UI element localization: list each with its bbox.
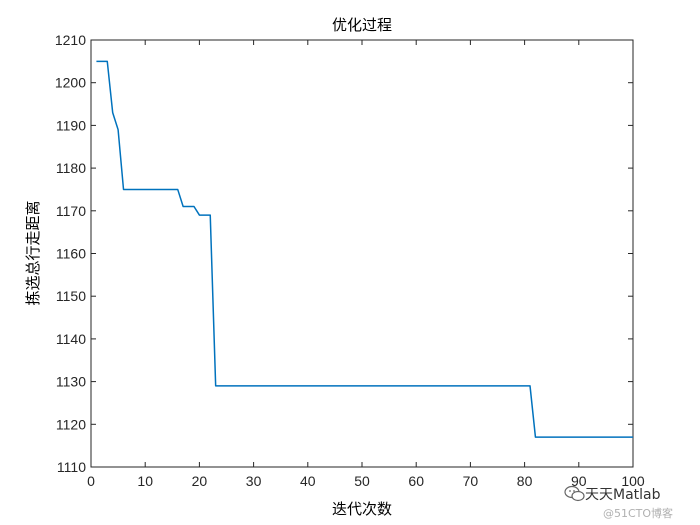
x-tick-label: 30 [246, 473, 262, 489]
y-tick-label: 1140 [56, 331, 86, 347]
chart-title: 优化过程 [332, 16, 392, 34]
y-tick-label: 1170 [56, 203, 86, 219]
series-line [96, 60, 633, 438]
x-tick-label: 0 [87, 473, 95, 489]
y-tick-label: 1210 [55, 32, 86, 48]
x-tick-label: 100 [621, 473, 645, 489]
watermark: 天天Matlab @51CTO博客 [564, 485, 673, 520]
y-tick-label: 1110 [57, 459, 86, 475]
x-tick-label: 50 [354, 473, 370, 489]
y-tick-label: 1180 [56, 160, 86, 176]
x-tick-label: 90 [571, 473, 587, 489]
y-tick-label: 1200 [55, 75, 86, 91]
y-axis-label: 拣选总行走距离 [24, 200, 42, 305]
y-tick-label: 1160 [56, 246, 86, 262]
x-tick-label: 80 [517, 473, 533, 489]
y-tick-label: 1130 [56, 374, 86, 390]
watermark-subtext: @51CTO博客 [603, 506, 673, 520]
y-tick-label: 1190 [56, 117, 86, 133]
axes-box [90, 39, 634, 468]
x-tick-label: 60 [408, 473, 424, 489]
x-tick-label: 10 [137, 473, 153, 489]
x-tick-label: 70 [463, 473, 479, 489]
y-axis-ticks: 1110 1120 1130 1140 1150 1160 1170 1180 1190 1200… [55, 32, 633, 475]
watermark-text: 天天Matlab [585, 487, 661, 503]
x-tick-label: 20 [192, 473, 208, 489]
x-axis-ticks: 0 10 20 30 40 50 60 70 80 90 100 [87, 40, 645, 489]
y-tick-label: 1150 [56, 288, 86, 304]
x-tick-label: 40 [300, 473, 316, 489]
y-tick-label: 1120 [56, 416, 86, 432]
plot-area: 0 10 20 30 40 50 60 70 80 90 100 11101120113011401… [55, 32, 645, 489]
series-layer [96, 60, 633, 438]
wechat-icon [564, 485, 585, 502]
x-axis-label: 迭代次数 [332, 500, 392, 518]
